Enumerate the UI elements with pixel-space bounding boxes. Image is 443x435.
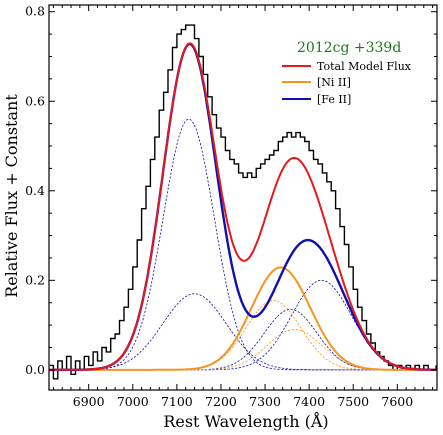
y-tick-label: 0.4 [25,183,45,198]
ni-total-line [49,266,437,371]
y-axis-label: Relative Flux + Constant [2,94,21,298]
x-tick-label: 6900 [73,394,105,409]
epoch-annotation: 2012cg +339d [297,40,401,56]
series-layer [49,24,437,380]
y-tick-label: 0.0 [25,362,45,377]
plot-content [49,24,437,380]
x-tick-label: 7600 [381,394,413,409]
x-tick-label: 7400 [293,394,325,409]
ni-component-line-2 [49,329,437,371]
fe-component-line-1 [49,118,437,371]
legend-label-total: Total Model Flux [317,60,412,73]
fe-total-line [49,42,437,372]
y-tick-label: 0.8 [25,4,45,19]
fe-component-line-2 [49,293,437,371]
total-model-line [49,42,437,371]
x-tick-label: 7000 [117,394,149,409]
fe-component-line-3 [49,308,437,371]
axis-ticks: 6900 7000 7100 7200 7300 7400 7500 7600 0.0 0.2 0.… [25,4,437,409]
x-tick-label: 7200 [205,394,237,409]
legend-label-fe: [Fe II] [317,93,351,106]
x-tick-label: 7300 [249,394,281,409]
x-tick-label: 7100 [161,394,193,409]
ni-component-line-1 [49,300,437,371]
legend: Total Model Flux [Ni II] [Fe II] [282,60,412,106]
x-tick-label: 7500 [337,394,369,409]
y-tick-label: 0.6 [25,93,45,108]
x-axis-label: Rest Wavelength (Å) [163,411,328,431]
observed-spectrum-line [49,24,437,380]
plot-frame [48,4,438,391]
y-tick-label: 0.2 [25,272,45,287]
legend-label-ni: [Ni II] [317,76,351,89]
